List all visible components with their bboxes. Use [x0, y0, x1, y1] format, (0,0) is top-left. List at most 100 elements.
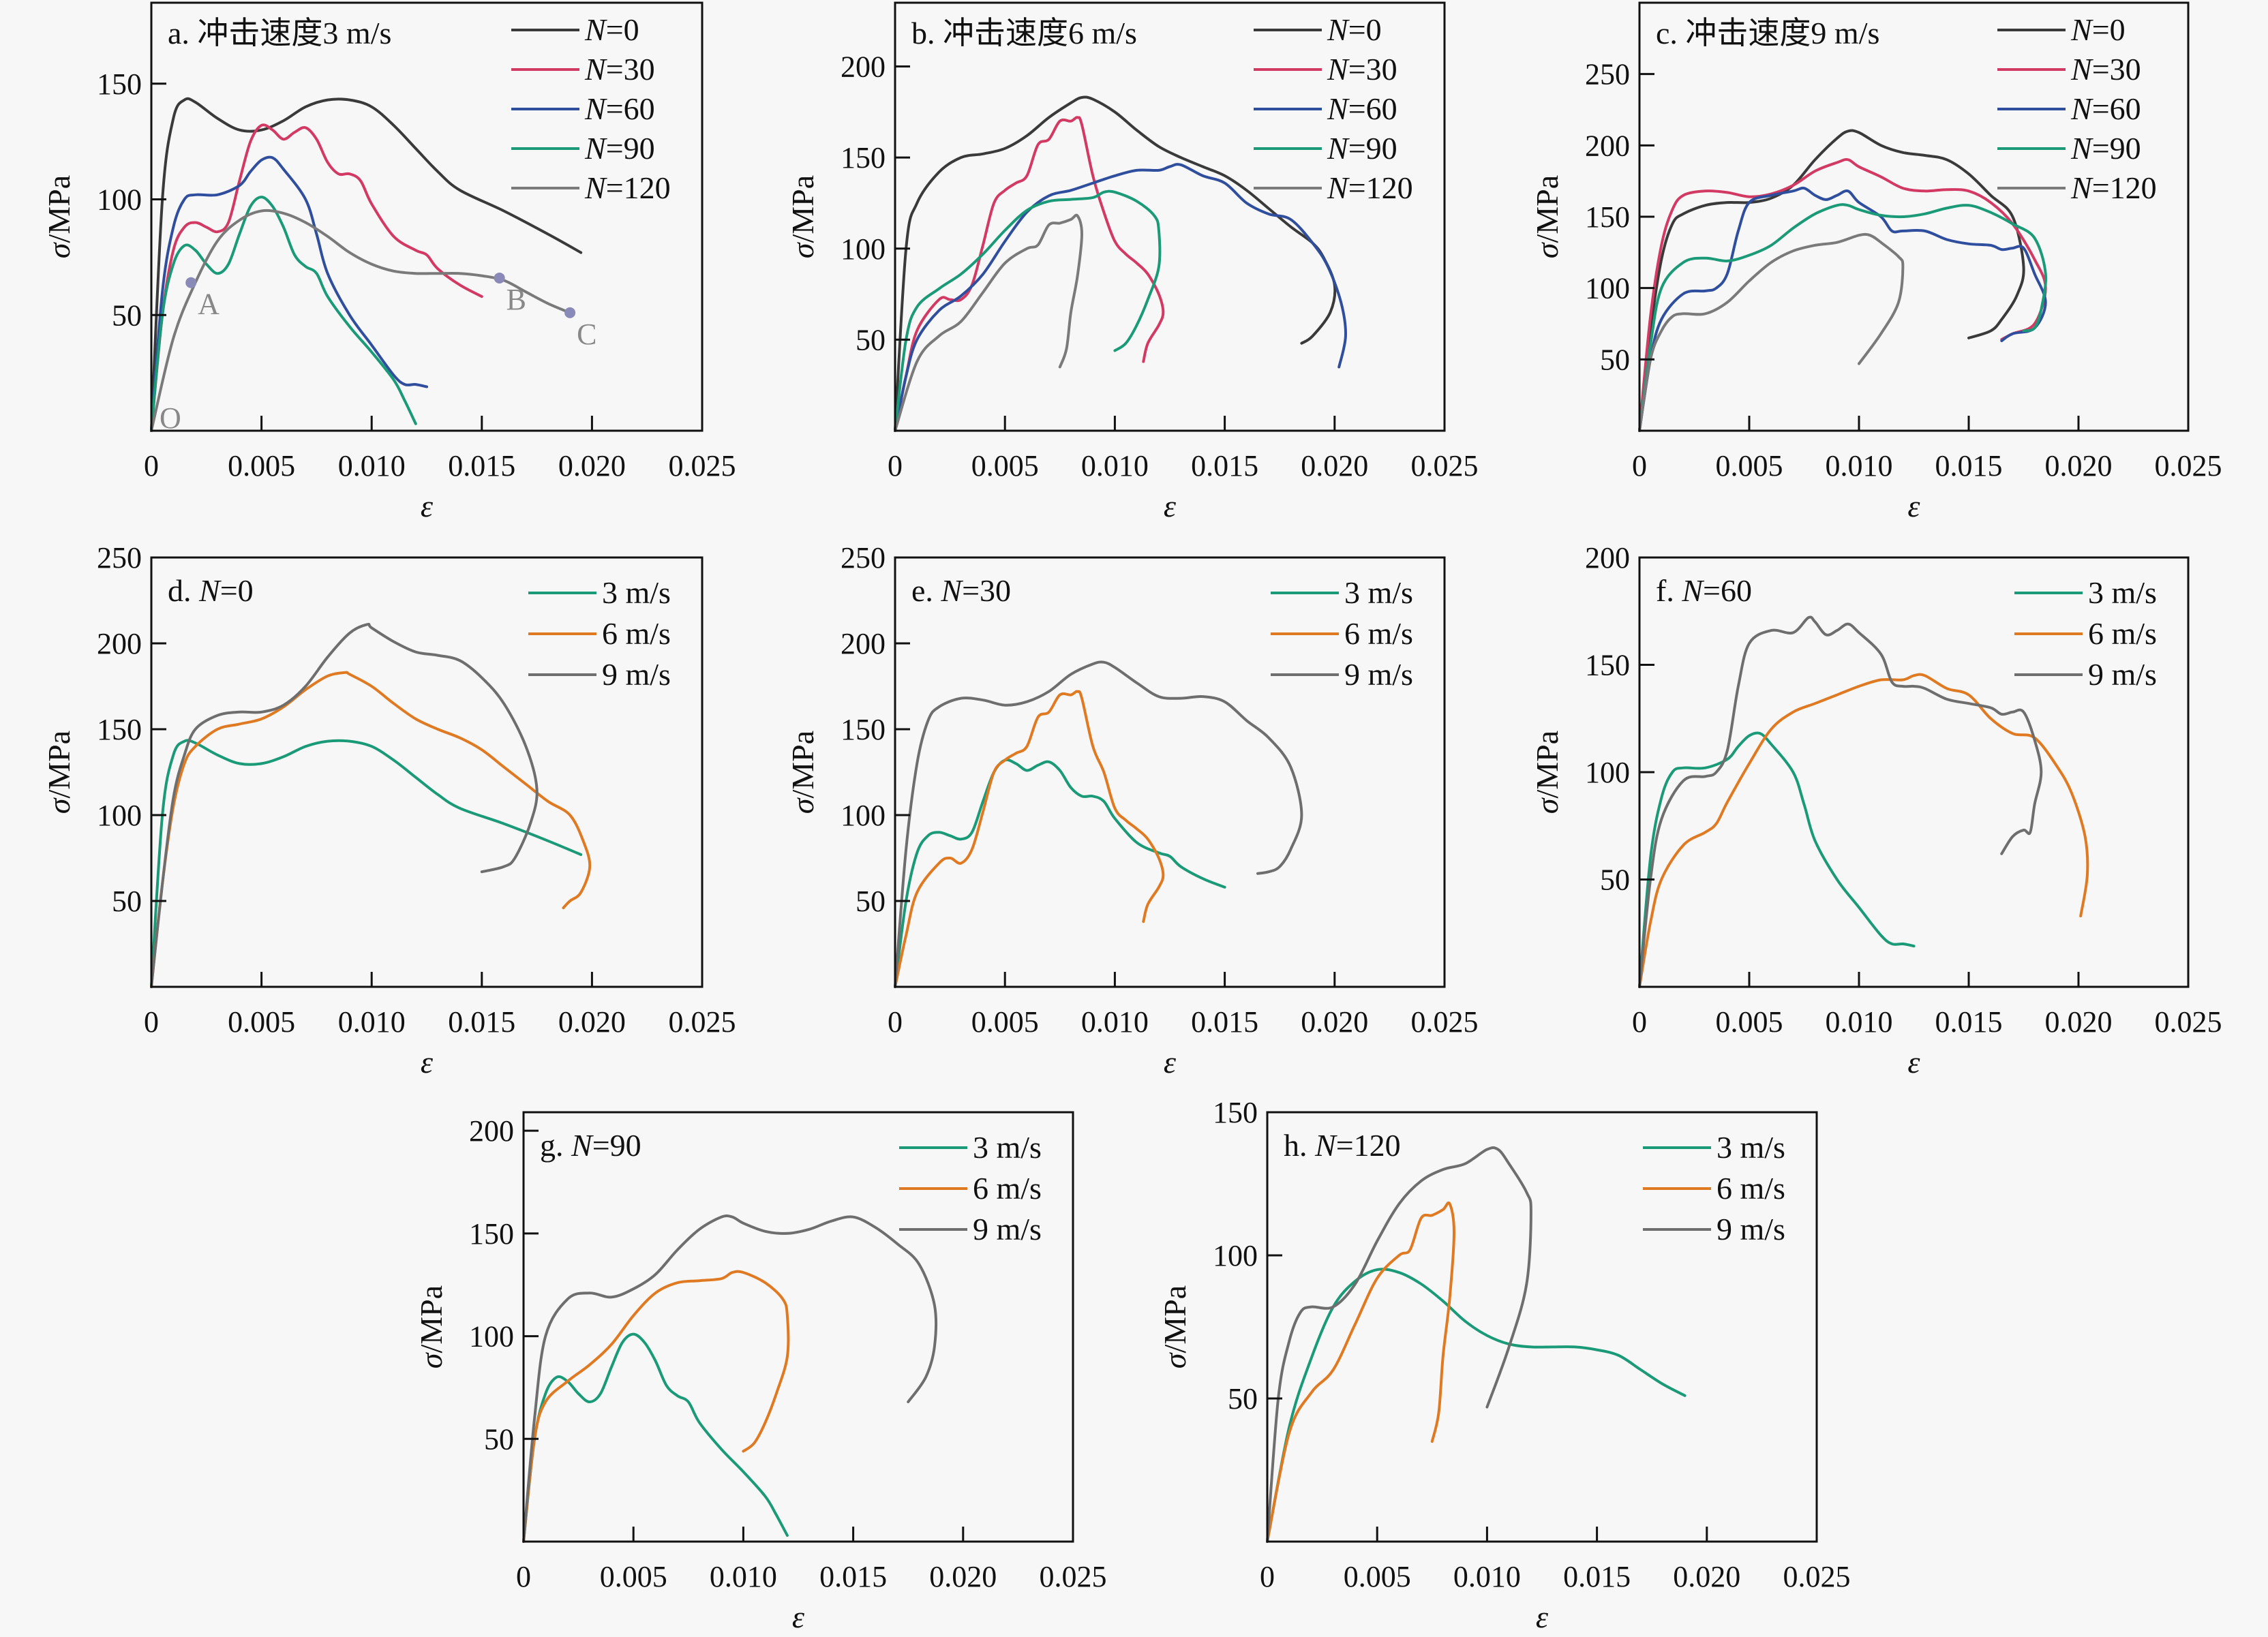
plot-frame-a	[150, 1, 704, 432]
x-axis-label-e: ε	[1164, 1045, 1177, 1080]
series-line-b-2	[894, 163, 1347, 432]
y-tick-label-a-1: 100	[97, 183, 142, 217]
y-tick-label-d-2: 150	[97, 713, 142, 746]
series-line-c-2	[1638, 186, 2047, 432]
x-tick-label-h-3: 0.015	[1563, 1560, 1631, 1593]
panel-title-h: h. N=120	[1284, 1128, 1401, 1163]
x-tick-label-g-4: 0.020	[929, 1560, 997, 1593]
panel-h: 0 0.005 0.010 0.015 0.020 0.025 50 100 150 ε σ/MPa…	[1158, 1096, 1851, 1634]
legend-g: 3 m/s 6 m/s 9 m/s	[899, 1130, 1042, 1246]
annotation-marker-C	[564, 307, 576, 318]
series-line-b-0	[894, 95, 1337, 432]
y-tick-label-e-0: 50	[856, 885, 886, 918]
series-line-c-4	[1638, 232, 1905, 432]
legend-f: 3 m/s 6 m/s 9 m/s	[2014, 575, 2157, 692]
legend-label-h-0: 3 m/s	[1717, 1130, 1785, 1165]
legend-label-b-2: N=60	[1327, 91, 1397, 126]
series-group-f	[1638, 615, 2089, 988]
x-tick-label-e-3: 0.015	[1191, 1005, 1258, 1039]
x-tick-label-g-1: 0.005	[600, 1560, 667, 1593]
x-tick-label-b-1: 0.005	[971, 449, 1039, 483]
y-tick-label-c-3: 200	[1585, 129, 1630, 162]
legend-label-b-3: N=90	[1327, 131, 1397, 166]
panel-c: 0 0.005 0.010 0.015 0.020 0.025 50 100 150 200 250…	[1530, 1, 2222, 523]
panel-title-g: g. N=90	[540, 1128, 641, 1163]
x-tick-label-c-4: 0.020	[2045, 449, 2113, 483]
panel-g: 0 0.005 0.010 0.015 0.020 0.025 50 100 150 200 ε σ/…	[414, 1111, 1107, 1634]
x-axis-label-c: ε	[1907, 489, 1920, 523]
plot-frame-h	[1266, 1111, 1818, 1543]
x-tick-label-c-3: 0.015	[1935, 449, 2003, 483]
panel-title-e: e. N=30	[911, 573, 1011, 608]
x-axis-label-b: ε	[1164, 489, 1177, 523]
y-tick-label-a-0: 50	[112, 299, 142, 332]
panel-title-c: c. 冲击速度9 m/s	[1656, 16, 1879, 50]
y-tick-label-e-1: 100	[841, 799, 886, 832]
legend-c: N=0 N=30 N=60 N=90 N=120	[1997, 12, 2157, 205]
y-tick-label-d-0: 50	[112, 885, 142, 918]
series-line-e-2	[894, 660, 1303, 988]
x-tick-label-g-0: 0	[516, 1560, 531, 1593]
x-tick-label-a-3: 0.015	[448, 449, 515, 483]
legend-label-a-3: N=90	[584, 131, 655, 166]
x-tick-label-f-2: 0.010	[1826, 1005, 1893, 1039]
x-tick-label-h-1: 0.005	[1344, 1560, 1411, 1593]
series-group-d	[150, 622, 592, 988]
plot-frame-d	[150, 556, 704, 988]
x-tick-label-c-2: 0.010	[1826, 449, 1893, 483]
x-tick-label-a-4: 0.020	[558, 449, 626, 483]
series-group-h	[1266, 1146, 1687, 1543]
x-tick-label-e-1: 0.005	[971, 1005, 1039, 1039]
x-tick-label-b-0: 0	[888, 449, 903, 483]
series-group-a	[150, 97, 583, 432]
legend-h: 3 m/s 6 m/s 9 m/s	[1643, 1130, 1785, 1246]
legend-label-a-4: N=120	[584, 170, 671, 205]
y-tick-label-c-4: 250	[1585, 58, 1630, 91]
legend-label-a-0: N=0	[584, 12, 639, 47]
legend-label-c-1: N=30	[2070, 52, 2141, 87]
y-axis-label-b: σ/MPa	[785, 175, 820, 258]
x-tick-label-d-1: 0.005	[228, 1005, 295, 1039]
series-line-a-1	[150, 123, 483, 432]
plot-frame-e	[894, 556, 1446, 988]
x-tick-label-e-5: 0.025	[1411, 1005, 1479, 1039]
y-axis-label-h: σ/MPa	[1158, 1285, 1192, 1368]
x-tick-label-c-0: 0	[1632, 449, 1647, 483]
y-tick-label-h-0: 50	[1228, 1382, 1258, 1416]
series-line-a-3	[150, 196, 417, 432]
legend-b: N=0 N=30 N=60 N=90 N=120	[1254, 12, 1413, 205]
y-tick-label-f-2: 150	[1585, 649, 1630, 682]
y-tick-label-f-1: 100	[1585, 756, 1630, 789]
legend-label-d-0: 3 m/s	[602, 575, 671, 610]
panel-title-b: b. 冲击速度6 m/s	[911, 16, 1137, 50]
series-group-g	[522, 1214, 938, 1543]
x-tick-label-b-2: 0.010	[1081, 449, 1149, 483]
y-axis-label-d: σ/MPa	[42, 731, 76, 814]
legend-label-g-2: 9 m/s	[973, 1212, 1042, 1246]
series-line-b-4	[894, 213, 1083, 432]
legend-label-a-1: N=30	[584, 52, 655, 87]
y-tick-label-c-1: 100	[1585, 272, 1630, 305]
legend-label-f-0: 3 m/s	[2088, 575, 2157, 610]
x-tick-label-h-4: 0.020	[1673, 1560, 1740, 1593]
x-tick-label-h-5: 0.025	[1783, 1560, 1851, 1593]
series-line-g-0	[522, 1332, 789, 1543]
series-line-d-0	[150, 739, 583, 988]
legend-label-c-4: N=120	[2070, 170, 2157, 205]
x-axis-label-g: ε	[792, 1600, 805, 1634]
x-tick-label-g-2: 0.010	[710, 1560, 777, 1593]
y-tick-label-g-1: 100	[469, 1320, 514, 1353]
legend-label-b-0: N=0	[1327, 12, 1382, 47]
y-axis-label-a: σ/MPa	[42, 175, 76, 258]
y-tick-label-e-2: 150	[841, 713, 886, 746]
legend-label-h-2: 9 m/s	[1717, 1212, 1785, 1246]
y-tick-label-e-3: 200	[841, 627, 886, 660]
y-tick-label-h-2: 150	[1213, 1096, 1258, 1129]
legend-label-e-1: 6 m/s	[1344, 616, 1413, 651]
x-tick-label-f-0: 0	[1632, 1005, 1647, 1039]
x-tick-label-d-0: 0	[144, 1005, 159, 1039]
x-tick-label-d-4: 0.020	[558, 1005, 626, 1039]
plot-frame-b	[894, 1, 1446, 432]
x-axis-label-d: ε	[421, 1045, 434, 1080]
